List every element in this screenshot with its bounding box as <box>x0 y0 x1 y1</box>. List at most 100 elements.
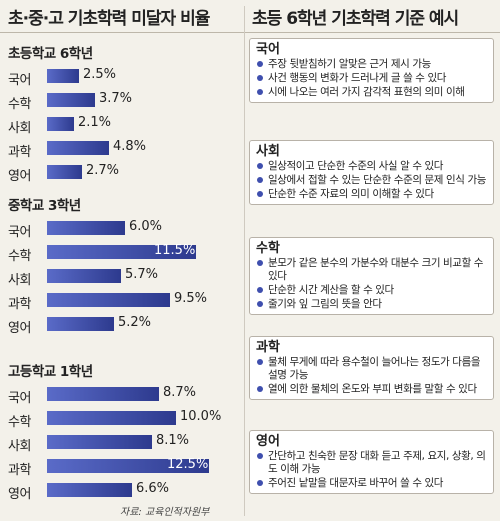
bullet-icon <box>257 163 263 169</box>
criteria-item: 주어진 낱말을 대문자로 바꾸어 쓸 수 있다 <box>256 477 489 490</box>
bar <box>47 293 170 307</box>
bar-row: 과학 4.8% <box>8 136 240 160</box>
data-label: 2.5% <box>83 67 117 82</box>
bar-row: 영어 2.7% <box>8 160 240 184</box>
criteria-text: 사건 행동의 변화가 드러나게 글 쓸 수 있다 <box>268 72 446 84</box>
criteria-item: 주장 뒷받침하기 알맞은 근거 제시 가능 <box>256 58 489 71</box>
criteria-title: 초등 6학년 기초학력 기준 예시 <box>252 9 459 29</box>
bar <box>47 269 121 283</box>
bullet-icon <box>257 386 263 392</box>
series-title: 초등학교 6학년 <box>8 46 93 62</box>
bar <box>47 483 132 497</box>
chart-title: 초·중·고 기초학력 미달자 비율 <box>8 9 210 29</box>
category-label: 수학 <box>8 97 31 112</box>
data-label: 11.5% <box>154 243 196 258</box>
criteria-item: 분모가 같은 분수의 가분수와 대분수 크기 비교할 수 있다 <box>256 257 489 283</box>
criteria-item: 줄기와 잎 그림의 뜻을 안다 <box>256 298 489 311</box>
bar-row: 과학 9.5% <box>8 288 240 312</box>
bullet-icon <box>257 287 263 293</box>
category-label: 사회 <box>8 121 31 136</box>
data-label: 6.6% <box>136 481 170 496</box>
bar-row: 사회 5.7% <box>8 264 240 288</box>
bar <box>47 221 125 235</box>
bullet-icon <box>257 453 263 459</box>
criteria-box: 사회 일상적이고 단순한 수준의 사실 알 수 있다 일상에서 접할 수 있는 단순… <box>249 140 494 205</box>
bar <box>47 435 152 449</box>
category-label: 수학 <box>8 249 31 264</box>
criteria-text: 물체 무게에 따라 용수철이 늘어나는 정도가 다름을 설명 가능 <box>268 356 481 381</box>
bar-row: 수학 11.5% <box>8 240 240 264</box>
bullet-icon <box>257 480 263 486</box>
category-label: 사회 <box>8 273 31 288</box>
criteria-item: 간단하고 친숙한 문장 대화 듣고 주제, 요지, 상황, 의도 이해 가능 <box>256 450 489 476</box>
bullet-icon <box>257 89 263 95</box>
category-label: 수학 <box>8 415 31 430</box>
category-label: 과학 <box>8 463 31 478</box>
bar <box>47 317 114 331</box>
bar-row: 사회 8.1% <box>8 430 240 454</box>
criteria-item: 단순한 시간 계산을 할 수 있다 <box>256 284 489 297</box>
criteria-text: 일상에서 접할 수 있는 단순한 수준의 문제 인식 가능 <box>268 174 486 186</box>
bar <box>47 459 209 473</box>
data-label: 5.2% <box>118 315 152 330</box>
criteria-subject: 영어 <box>256 434 280 449</box>
category-label: 영어 <box>8 321 31 336</box>
bullet-icon <box>257 301 263 307</box>
criteria-text: 간단하고 친숙한 문장 대화 듣고 주제, 요지, 상황, 의도 이해 가능 <box>268 450 486 475</box>
bullet-icon <box>257 61 263 67</box>
data-label: 3.7% <box>99 91 133 106</box>
bar <box>47 411 176 425</box>
data-label: 12.5% <box>167 457 209 472</box>
bullet-icon <box>257 75 263 81</box>
criteria-subject: 국어 <box>256 42 280 57</box>
chart-section: 고등학교 1학년 국어 8.7% 수학 10.0% 사회 8.1% 과학 12.5% 영어 6.6% <box>8 362 240 502</box>
bar-row: 영어 5.2% <box>8 312 240 336</box>
category-label: 국어 <box>8 391 31 406</box>
data-label: 8.7% <box>163 385 197 400</box>
bullet-icon <box>257 191 263 197</box>
category-label: 영어 <box>8 487 31 502</box>
data-label: 5.7% <box>125 267 159 282</box>
category-label: 국어 <box>8 73 31 88</box>
criteria-subject: 수학 <box>256 241 280 256</box>
data-label: 9.5% <box>174 291 208 306</box>
criteria-text: 주어진 낱말을 대문자로 바꾸어 쓸 수 있다 <box>268 477 444 489</box>
bar <box>47 245 196 259</box>
bar-row: 국어 2.5% <box>8 64 240 88</box>
bar-row: 사회 2.1% <box>8 112 240 136</box>
criteria-text: 일상적이고 단순한 수준의 사실 알 수 있다 <box>268 160 444 172</box>
criteria-text: 분모가 같은 분수의 가분수와 대분수 크기 비교할 수 있다 <box>268 257 484 282</box>
bar-row: 국어 6.0% <box>8 216 240 240</box>
bar-row: 수학 3.7% <box>8 88 240 112</box>
category-label: 사회 <box>8 439 31 454</box>
criteria-box: 영어 간단하고 친숙한 문장 대화 듣고 주제, 요지, 상황, 의도 이해 가능… <box>249 430 494 494</box>
criteria-text: 줄기와 잎 그림의 뜻을 안다 <box>268 298 382 310</box>
criteria-text: 단순한 수준 자료의 의미 이해할 수 있다 <box>268 188 434 200</box>
criteria-item: 물체 무게에 따라 용수철이 늘어나는 정도가 다름을 설명 가능 <box>256 356 489 382</box>
criteria-box: 과학 물체 무게에 따라 용수철이 늘어나는 정도가 다름을 설명 가능 열에 의한… <box>249 336 494 400</box>
criteria-item: 일상에서 접할 수 있는 단순한 수준의 문제 인식 가능 <box>256 174 489 187</box>
bar-row: 국어 8.7% <box>8 382 240 406</box>
data-label: 10.0% <box>180 409 222 424</box>
data-label: 6.0% <box>129 219 163 234</box>
bar <box>47 69 79 83</box>
criteria-text: 열에 의한 물체의 온도와 부피 변화를 말할 수 있다 <box>268 383 477 395</box>
bar-row: 수학 10.0% <box>8 406 240 430</box>
bullet-icon <box>257 177 263 183</box>
bar-row: 과학 12.5% <box>8 454 240 478</box>
bullet-icon <box>257 359 263 365</box>
column-divider <box>244 6 245 516</box>
bar <box>47 117 74 131</box>
category-label: 과학 <box>8 145 31 160</box>
bar <box>47 165 82 179</box>
title-rule <box>0 32 500 33</box>
data-label: 2.1% <box>78 115 112 130</box>
criteria-text: 시에 나오는 여러 가지 감각적 표현의 의미 이해 <box>268 86 465 98</box>
category-label: 영어 <box>8 169 31 184</box>
series-title: 중학교 3학년 <box>8 198 81 214</box>
criteria-text: 주장 뒷받침하기 알맞은 근거 제시 가능 <box>268 58 431 70</box>
